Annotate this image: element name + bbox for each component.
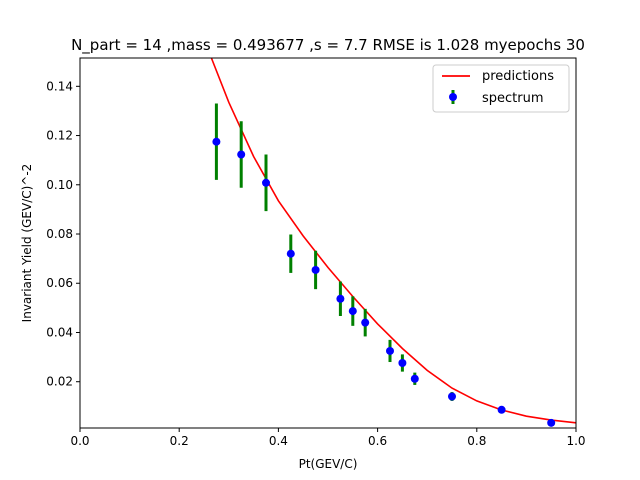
spectrum-point: [547, 418, 556, 427]
plot-area: [210, 58, 576, 427]
spectrum-point: [348, 307, 357, 316]
legend-spectrum-label: spectrum: [482, 91, 544, 106]
y-axis-label: Invariant Yield (GEV/C)^-2: [20, 164, 34, 323]
spectrum-point: [361, 318, 370, 327]
axes: 0.0 0.2 0.4 0.6 0.8 1.0 0.02 0.04 0.06 0.08 0.10 0.…: [46, 57, 586, 448]
spectrum-point: [262, 178, 270, 187]
spectrum-point: [286, 249, 295, 258]
legend-predictions-label: predictions: [482, 69, 554, 84]
spectrum-point: [237, 150, 246, 159]
spectrum-point: [448, 392, 456, 401]
x-tick-label: 0.4: [269, 434, 288, 448]
spectrum-point: [311, 265, 320, 274]
spectrum-point: [497, 405, 506, 414]
y-tick-label: 0.10: [46, 178, 73, 192]
x-tick-label: 0.0: [70, 434, 89, 448]
y-tick-label: 0.06: [46, 276, 73, 290]
y-tick-label: 0.14: [46, 79, 73, 93]
chart-title: N_part = 14 ,mass = 0.493677 ,s = 7.7 RM…: [71, 36, 585, 55]
axes-frame: [79, 57, 577, 429]
plot-clip-group: [210, 58, 576, 427]
y-tick-label: 0.08: [46, 227, 73, 241]
x-axis-label: Pt(GEV/C): [299, 457, 358, 471]
spectrum-point: [410, 374, 419, 383]
y-tick-label: 0.02: [46, 375, 73, 389]
spectrum-point: [212, 137, 221, 146]
spectrum-point: [336, 294, 345, 303]
x-tick-label: 0.6: [368, 434, 387, 448]
spectrum-point: [398, 359, 407, 368]
y-tick-label: 0.12: [46, 129, 73, 143]
legend-spectrum-marker: [449, 93, 457, 101]
y-tick-label: 0.04: [46, 325, 73, 339]
x-tick-label: 0.8: [467, 434, 486, 448]
legend: predictions spectrum: [432, 64, 570, 113]
x-tick-label: 1.0: [566, 434, 585, 448]
x-tick-label: 0.2: [170, 434, 189, 448]
spectrum-point: [386, 346, 394, 355]
